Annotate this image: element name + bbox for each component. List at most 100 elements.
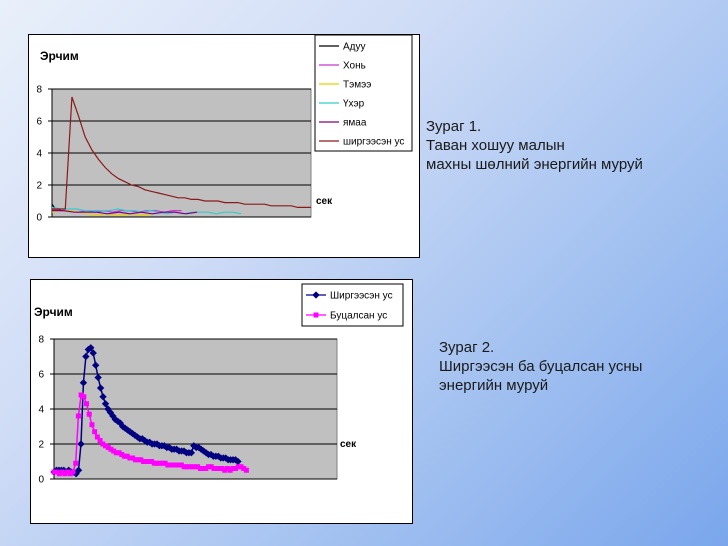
- data-point: [78, 392, 84, 398]
- data-point: [195, 464, 201, 470]
- data-point: [121, 453, 127, 459]
- data-point: [96, 384, 105, 392]
- data-point: [56, 471, 62, 477]
- data-point: [77, 440, 85, 448]
- data-point: [92, 429, 98, 435]
- legend-box: [314, 35, 413, 152]
- chart-panel-2: 0 2 4 6 8 Эрчим сек Ширгээсэн ус Буцалсан ус: [30, 279, 413, 524]
- chart-panel-1: 0 2 4 6 8 Эрчим сек Адуу Хонь Тэмээ Үхэр ямаа ширгээ…: [28, 34, 420, 258]
- data-point: [219, 466, 225, 471]
- legend-label: Ширгээсэн ус: [330, 291, 393, 302]
- legend-label: Хонь: [343, 61, 366, 72]
- data-point: [127, 455, 133, 461]
- data-point: [102, 443, 108, 449]
- y-tick-label: 6: [38, 370, 44, 381]
- data-point: [203, 466, 209, 471]
- data-point: [135, 457, 141, 463]
- data-point: [99, 393, 107, 401]
- data-point: [94, 373, 102, 382]
- caption-1-line-1: Зураг 1.: [426, 118, 482, 135]
- y-tick-label: 0: [36, 213, 42, 224]
- data-point: [132, 457, 138, 463]
- line-chart-2: 0 2 4 6 8 Эрчим сек Ширгээсэн ус Буцалсан ус: [34, 283, 404, 486]
- data-point: [151, 460, 157, 466]
- data-point: [82, 352, 90, 361]
- data-point: [70, 469, 76, 475]
- data-point: [154, 460, 160, 466]
- data-point: [101, 400, 110, 408]
- y-tick-label: 2: [38, 440, 44, 451]
- data-point: [227, 467, 233, 473]
- legend-marker: [312, 291, 320, 299]
- data-point: [243, 467, 249, 473]
- data-point: [65, 469, 71, 475]
- data-point: [214, 466, 220, 471]
- data-point: [75, 413, 81, 419]
- legend-label: Адуу: [343, 42, 366, 53]
- x-axis-label: сек: [316, 196, 333, 207]
- data-point: [187, 464, 193, 470]
- data-point: [178, 462, 184, 468]
- data-point: [105, 445, 111, 450]
- data-point: [89, 349, 97, 357]
- caption-2-line-2: Ширгээсэн ба буцалсан усны: [439, 358, 643, 375]
- data-point: [165, 462, 171, 468]
- y-tick-label: 0: [38, 475, 44, 486]
- data-point: [235, 464, 241, 470]
- data-point: [168, 462, 174, 468]
- caption-1-line-2: Таван хошуу малын: [426, 137, 565, 154]
- data-point: [84, 401, 90, 407]
- data-point: [119, 452, 125, 457]
- data-point: [143, 459, 149, 464]
- legend-box: [301, 283, 404, 327]
- data-point: [81, 394, 87, 400]
- data-point: [113, 450, 119, 456]
- data-point: [216, 466, 222, 471]
- data-point: [200, 466, 206, 471]
- series-line: [51, 206, 242, 215]
- series-line: [52, 210, 198, 215]
- y-tick-label: 6: [36, 117, 42, 128]
- data-point: [197, 466, 203, 471]
- data-point: [149, 459, 155, 464]
- data-point: [159, 460, 165, 466]
- data-point: [108, 446, 114, 452]
- data-point: [173, 462, 179, 468]
- figure-caption-1: Зураг 1. Таван хошуу малын махны шөлний …: [426, 117, 643, 174]
- y-tick-label: 8: [36, 85, 42, 96]
- data-point: [140, 459, 146, 464]
- data-point: [162, 460, 168, 466]
- legend-label: Буцалсан ус: [330, 311, 387, 322]
- chart-title: Эрчим: [34, 305, 73, 319]
- caption-2-line-3: энергийн муруй: [439, 377, 549, 394]
- data-point: [89, 422, 95, 428]
- series-line: [51, 210, 151, 217]
- legend-marker: [313, 312, 319, 318]
- y-tick-label: 4: [36, 149, 42, 160]
- data-point: [94, 434, 100, 440]
- data-point: [187, 449, 196, 457]
- series-line: [52, 96, 311, 210]
- data-point: [211, 466, 217, 471]
- data-point: [234, 457, 242, 466]
- data-point: [224, 466, 230, 471]
- data-point: [67, 471, 73, 477]
- data-point: [170, 462, 176, 468]
- data-point: [111, 448, 117, 454]
- caption-1-line-3: махны шөлний энергийн муруй: [426, 156, 643, 173]
- data-point: [176, 462, 182, 468]
- legend-label: ямаа: [343, 118, 367, 129]
- legend-label: ширгээсэн ус: [343, 137, 404, 148]
- y-tick-label: 4: [38, 405, 44, 416]
- data-point: [87, 344, 95, 352]
- chart-title: Эрчим: [40, 49, 79, 63]
- legend-label: Үхэр: [343, 99, 365, 110]
- data-point: [192, 464, 198, 470]
- caption-2-line-1: Зураг 2.: [439, 339, 495, 356]
- data-point: [138, 457, 144, 463]
- data-point: [59, 469, 65, 475]
- data-point: [62, 471, 68, 477]
- figure-caption-2: Зураг 2. Ширгээсэн ба буцалсан усны энер…: [439, 338, 642, 395]
- data-point: [92, 361, 100, 369]
- y-tick-label: 2: [36, 181, 42, 192]
